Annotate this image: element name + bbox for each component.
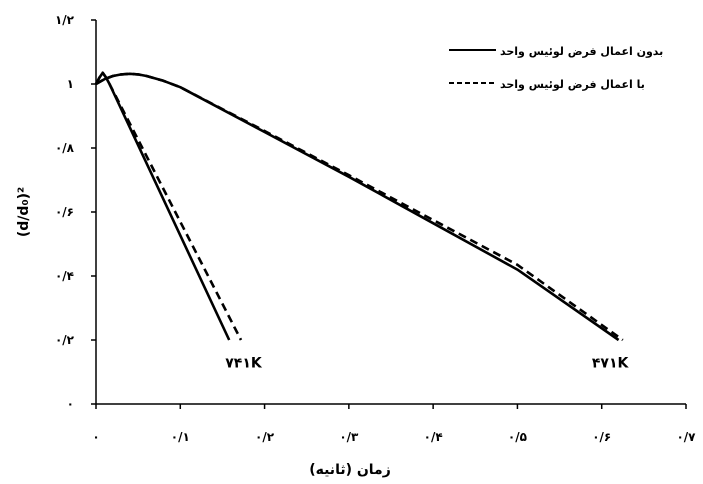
y-tick-label: ٠/۲ [55, 333, 75, 347]
x-tick-label: ٠/۵ [508, 430, 527, 444]
temperature-label: ۷۴۱K [225, 355, 263, 371]
y-tick-label: ٠/۴ [55, 269, 74, 283]
y-tick-label: ٠/۶ [55, 205, 74, 219]
solid-series-line [94, 71, 231, 341]
chart-legend: بدون اعمال فرض لوئیس واحد با اعمال فرض لو… [449, 45, 663, 91]
x-tick-label: ٠/۲ [255, 430, 275, 444]
chart-series [94, 71, 624, 342]
dashed-series-line [95, 72, 624, 342]
dashed-series-line [94, 71, 243, 341]
legend-label: بدون اعمال فرض لوئیس واحد [500, 45, 663, 58]
y-tick-label: ٠ [67, 397, 74, 411]
y-tick-label: ۱ [67, 77, 74, 91]
y-axis-title: (d/d₀)² [16, 187, 32, 237]
solid-series-line [95, 72, 620, 342]
chart-ticks: ٠ ٠/۱ ٠/۲ ٠/۳ ٠/۴ ٠/۵ ٠/۶ ٠/۷ ٠ ٠/۲ ٠/۴ ٠/۶ ٠/۸ ۱ ۱/۲ [55, 13, 696, 444]
temperature-label: ۴۷۱K [592, 355, 630, 371]
x-axis-title: زمان (ثانیه) [309, 462, 391, 478]
chart-annotations: ۷۴۱K ۴۷۱K [225, 355, 629, 371]
x-tick-label: ٠/۷ [676, 430, 696, 444]
x-tick-label: ٠/۴ [424, 430, 443, 444]
legend-label: با اعمال فرض لوئیس واحد [500, 78, 645, 91]
x-tick-label: ٠/۱ [171, 430, 190, 444]
x-tick-label: ٠/۶ [592, 430, 611, 444]
x-tick-label: ٠/۳ [339, 430, 359, 444]
y-tick-label: ٠/۸ [55, 141, 75, 155]
x-tick-label: ٠ [92, 430, 99, 444]
y-tick-label: ۱/۲ [55, 13, 75, 27]
